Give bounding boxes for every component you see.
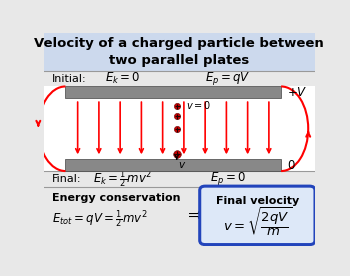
Text: $v$: $v$ [178,160,186,170]
Text: Velocity of a charged particle between
two parallel plates: Velocity of a charged particle between t… [35,37,324,67]
Text: $v = 0$: $v = 0$ [186,99,211,110]
Text: $0$: $0$ [287,159,295,172]
FancyBboxPatch shape [65,159,281,171]
Text: $E_{tot} = qV = \frac{1}{2}mv^2$: $E_{tot} = qV = \frac{1}{2}mv^2$ [52,209,148,230]
Text: Energy conservation: Energy conservation [52,193,180,203]
Text: $E_k = 0$: $E_k = 0$ [105,71,140,86]
Text: $E_p = 0$: $E_p = 0$ [210,170,246,187]
FancyBboxPatch shape [44,33,315,71]
Text: Final velocity: Final velocity [216,196,299,206]
FancyBboxPatch shape [200,186,315,245]
FancyBboxPatch shape [65,86,281,98]
Text: $E_p = qV$: $E_p = qV$ [205,70,251,87]
Text: $+V$: $+V$ [287,86,307,99]
FancyBboxPatch shape [44,86,315,171]
Text: Initial:: Initial: [52,74,86,84]
Text: Final:: Final: [52,174,82,184]
Text: $\Rightarrow$: $\Rightarrow$ [184,205,204,223]
Text: $v = \sqrt{\dfrac{2qV}{m}}$: $v = \sqrt{\dfrac{2qV}{m}}$ [223,206,292,239]
Text: $E_k = \frac{1}{2}mv^2$: $E_k = \frac{1}{2}mv^2$ [93,168,152,190]
